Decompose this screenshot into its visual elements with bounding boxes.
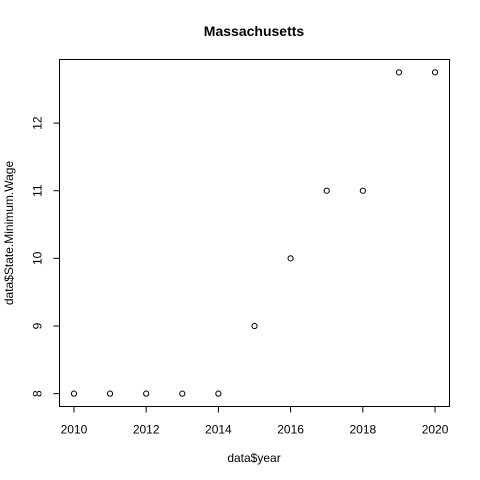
x-tick-label: 2014 bbox=[205, 423, 232, 437]
data-point bbox=[252, 323, 257, 328]
x-tick-label: 2016 bbox=[277, 423, 304, 437]
data-point bbox=[360, 188, 365, 193]
data-point bbox=[396, 70, 401, 75]
x-tick-label: 2010 bbox=[61, 423, 88, 437]
y-axis: 8 9 10 11 12 bbox=[31, 116, 60, 397]
x-tick-label: 2018 bbox=[349, 423, 376, 437]
y-tick-label: 10 bbox=[31, 251, 45, 265]
data-points bbox=[71, 70, 437, 396]
y-axis-label: data$State.Minimum.Wage bbox=[2, 161, 16, 306]
data-point bbox=[216, 391, 221, 396]
data-point bbox=[180, 391, 185, 396]
data-point bbox=[144, 391, 149, 396]
data-point bbox=[107, 391, 112, 396]
x-axis-label: data$year bbox=[227, 451, 280, 465]
data-point bbox=[288, 256, 293, 261]
plot-frame bbox=[60, 60, 450, 407]
y-tick-label: 11 bbox=[31, 184, 45, 197]
y-tick-label: 8 bbox=[31, 390, 45, 397]
chart-title: Massachusetts bbox=[204, 23, 305, 39]
y-tick-label: 12 bbox=[31, 116, 45, 130]
y-tick-label: 9 bbox=[31, 322, 45, 329]
data-point bbox=[324, 188, 329, 193]
x-axis: 2010 2012 2014 2016 2018 2020 bbox=[61, 407, 449, 437]
x-tick-label: 2020 bbox=[422, 423, 449, 437]
x-tick-label: 2012 bbox=[133, 423, 160, 437]
data-point bbox=[71, 391, 76, 396]
data-point bbox=[432, 70, 437, 75]
